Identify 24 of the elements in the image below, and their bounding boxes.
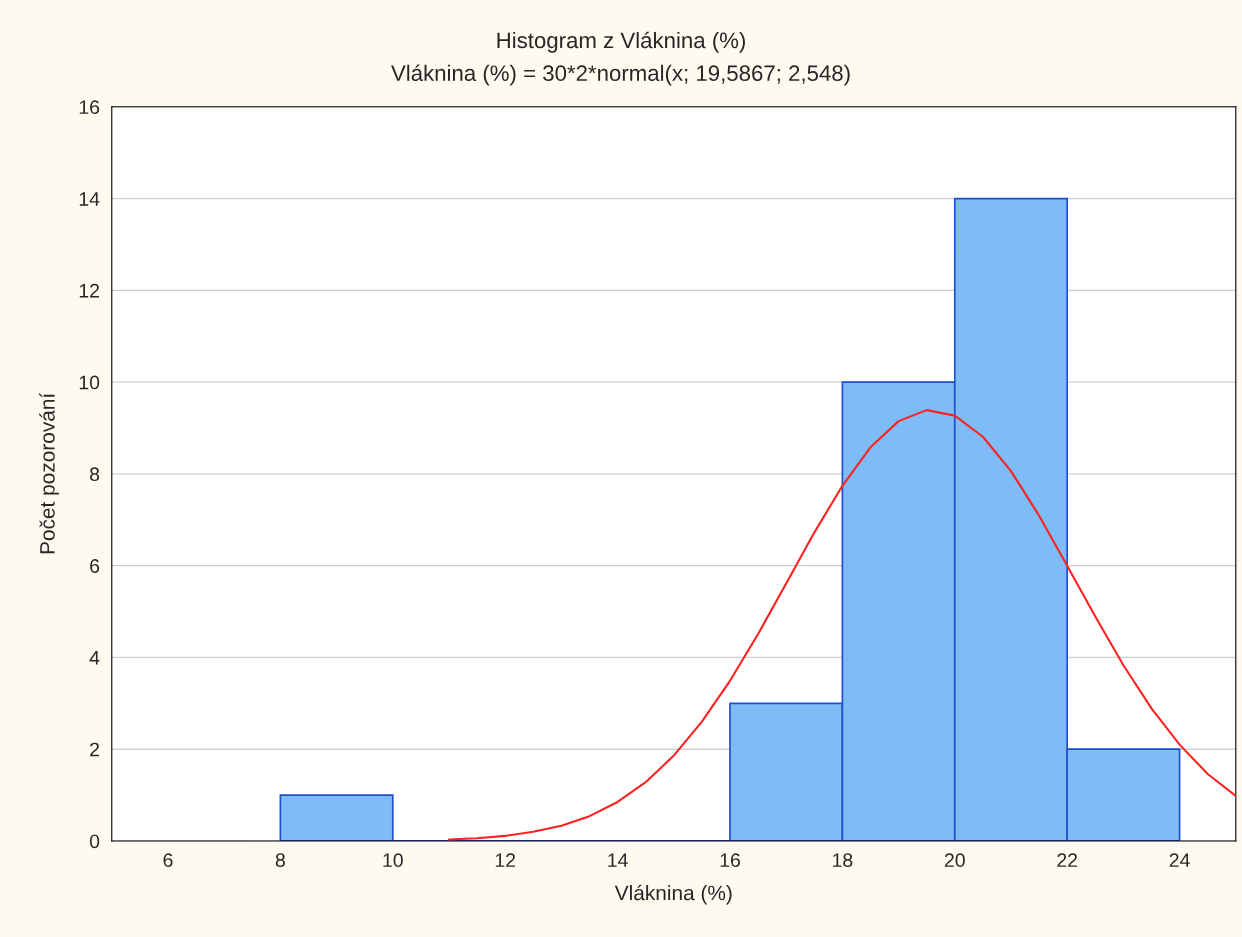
- x-tick-label: 10: [383, 853, 403, 868]
- y-tick-label: 4: [89, 651, 100, 665]
- x-tick-label: 6: [163, 853, 173, 868]
- x-tick-label: 20: [944, 853, 965, 868]
- line-series: [447, 409, 1236, 841]
- y-tick-label: 8: [90, 467, 100, 482]
- y-tick-label: 6: [90, 559, 100, 573]
- chart-subtitle: Vláknina (%) = 30*2*normal(x; 19,5867; 2,548): [391, 64, 850, 86]
- chart-title: Histogram z Vláknina (%): [497, 31, 745, 53]
- x-tick-label: 12: [495, 853, 516, 867]
- x-tick-label: 24: [1169, 853, 1190, 867]
- x-axis-title: Vláknina (%): [614, 884, 732, 905]
- x-tick-label: 14: [608, 853, 628, 867]
- y-tick-label: 12: [79, 283, 99, 298]
- x-tick-label: 22: [1057, 853, 1078, 867]
- y-tick-label: 2: [90, 742, 99, 757]
- x-tick-label: 8: [275, 853, 285, 868]
- y-tick-label: 0: [89, 834, 100, 849]
- y-tick-label: 16: [79, 100, 100, 115]
- x-tick-label: 18: [833, 853, 853, 868]
- x-tick-label: 16: [720, 853, 740, 868]
- y-tick-label: 10: [79, 375, 100, 390]
- y-tick-label: 14: [79, 192, 100, 206]
- y-axis-title: Počet pozorování: [39, 392, 59, 554]
